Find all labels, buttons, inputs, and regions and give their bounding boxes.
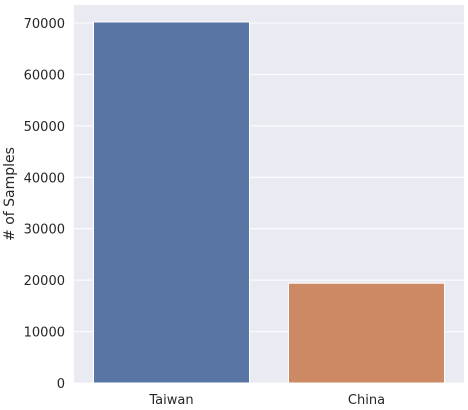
y-tick-label: 60000 — [24, 68, 65, 83]
y-tick-labels: 0 10000 20000 30000 40000 50000 60000 70000 — [24, 17, 65, 392]
y-axis-label: # of Samples — [2, 147, 18, 241]
y-tick-label: 50000 — [24, 120, 65, 135]
x-tick-label: China — [348, 393, 385, 408]
y-tick-label: 40000 — [24, 171, 65, 186]
bar-china — [288, 282, 445, 384]
bars — [93, 21, 445, 384]
y-tick-label: 30000 — [24, 223, 65, 238]
y-tick-label: 70000 — [24, 17, 65, 32]
y-tick-label: 20000 — [24, 274, 65, 289]
x-tick-label: Taiwan — [148, 393, 193, 408]
y-tick-label: 10000 — [24, 326, 65, 341]
x-tick-labels: Taiwan China — [148, 393, 385, 408]
bar-taiwan — [93, 21, 250, 384]
y-tick-label: 0 — [57, 377, 65, 392]
